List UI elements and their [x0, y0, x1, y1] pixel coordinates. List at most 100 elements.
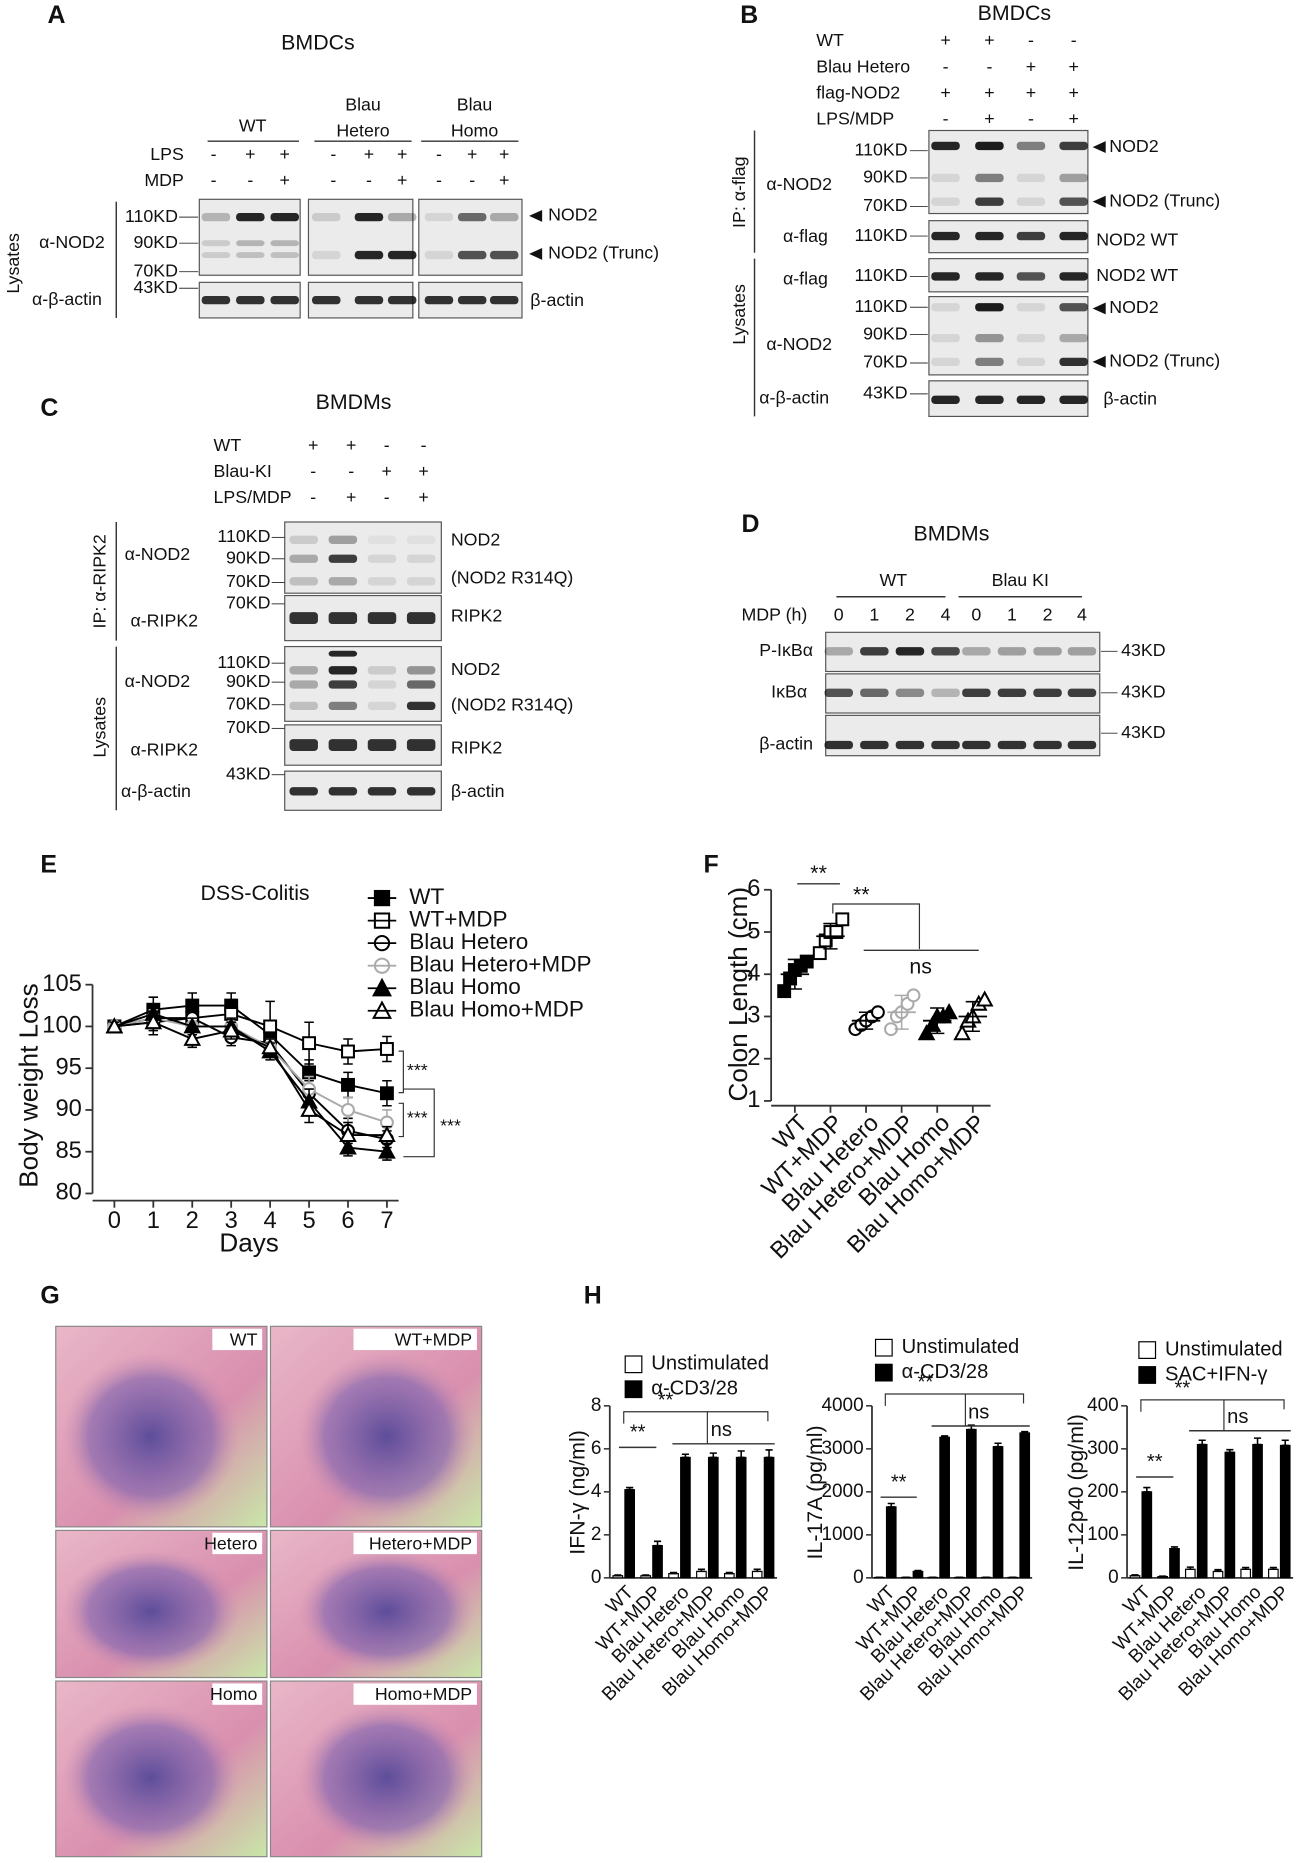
- legend-label: Blau Hetero: [409, 929, 528, 954]
- blot-band: [975, 197, 1004, 206]
- blot-band: [489, 250, 519, 260]
- annotation: ***: [407, 1060, 428, 1080]
- treatment-sign: +: [984, 30, 994, 50]
- y-tick-label: 2: [591, 1524, 602, 1545]
- blot-band: [328, 701, 358, 711]
- blot-band: [1067, 740, 1097, 750]
- label-box: [212, 1532, 263, 1555]
- y-tick-label: 2000: [821, 1481, 863, 1502]
- data-point: [923, 1015, 942, 1032]
- mw-marker: 70KD: [863, 352, 907, 372]
- treatment-sign: +: [940, 30, 950, 50]
- panel-label: G: [40, 1281, 59, 1309]
- blot-band: [1016, 197, 1046, 206]
- blot-band: [289, 680, 318, 689]
- time-point: 0: [834, 604, 844, 624]
- treatment-sign: +: [280, 144, 290, 164]
- mw-marker: 70KD: [226, 571, 270, 591]
- annotation: **: [1147, 1451, 1163, 1473]
- treatment-sign: -: [421, 435, 427, 455]
- band-label: NOD2 WT: [1096, 230, 1178, 250]
- error-bar: [697, 1568, 705, 1573]
- label-box: [212, 1683, 263, 1705]
- mw-marker: 70KD: [863, 195, 907, 215]
- annotation: ns: [968, 1401, 989, 1423]
- blot-band: [457, 250, 487, 260]
- annotation: ***: [440, 1116, 461, 1136]
- blot-band: [997, 688, 1027, 697]
- x-tick-label: 1: [147, 1208, 160, 1234]
- annotation: **: [891, 1471, 907, 1493]
- error-bar: [626, 1486, 634, 1491]
- blot-band: [975, 141, 1004, 151]
- blot-band: [1059, 395, 1088, 404]
- y-tick-label: 4000: [821, 1395, 863, 1416]
- blot-band: [1016, 272, 1046, 281]
- bracket: [623, 1411, 769, 1444]
- error-bar: [709, 1452, 717, 1459]
- blot-band: [895, 647, 925, 656]
- treatment-sign: +: [467, 144, 477, 164]
- blot-band: [1059, 197, 1088, 206]
- error-bar: [1198, 1439, 1206, 1446]
- group-label: Blau: [345, 94, 381, 114]
- y-tick-label: 85: [55, 1138, 81, 1164]
- mw-marker: 90KD: [226, 547, 270, 567]
- treatment-sign: +: [382, 461, 392, 481]
- data-point: [302, 1036, 317, 1051]
- y-tick-label: 6: [747, 876, 760, 902]
- image-label: Homo: [210, 1684, 258, 1704]
- treatment-label: LPS/MDP: [816, 109, 894, 129]
- blot-band: [824, 647, 853, 656]
- blot-band: [367, 739, 397, 751]
- blot-title: BMDMs: [316, 390, 392, 414]
- blot-band: [367, 666, 397, 675]
- treatment-label: Blau-KI: [214, 461, 272, 481]
- bar: [1268, 1568, 1279, 1579]
- panel-label: D: [741, 510, 759, 538]
- mw-marker: 43KD: [1121, 682, 1165, 702]
- y-tick-label: 80: [55, 1180, 81, 1206]
- error-bar: [1253, 1437, 1262, 1446]
- treatment-sign: -: [310, 487, 316, 507]
- side-label: Lysates: [3, 233, 23, 294]
- blot-band: [328, 554, 358, 563]
- blot: [825, 714, 1101, 757]
- band-label: NOD2: [548, 205, 597, 225]
- error-bar: [614, 1574, 622, 1577]
- blot-band: [289, 577, 318, 586]
- blot-band: [328, 787, 358, 796]
- treatment-sign: -: [943, 109, 949, 129]
- mw-marker: 43KD: [863, 383, 907, 403]
- mw-marker: 70KD: [226, 593, 270, 613]
- mw-marker: 110KD: [217, 526, 270, 546]
- panel-label: F: [704, 851, 719, 879]
- treatment-label: Blau Hetero: [816, 56, 910, 76]
- blot-band: [406, 577, 436, 586]
- treatment-sign: +: [499, 170, 509, 190]
- time-point: 2: [1043, 604, 1053, 624]
- time-point: 1: [1007, 604, 1017, 624]
- mw-marker: 90KD: [133, 232, 177, 252]
- blot-band: [328, 612, 358, 625]
- treatment-sign: +: [940, 82, 950, 102]
- treatment-sign: +: [346, 487, 356, 507]
- legend-label: Unstimulated: [1165, 1338, 1283, 1360]
- y-axis-label: Colon Length (cm): [723, 887, 753, 1102]
- band-label: β-actin: [451, 781, 505, 801]
- treatment-sign: +: [280, 170, 290, 190]
- treatment-sign: +: [397, 144, 407, 164]
- blot-band: [489, 295, 519, 305]
- annotation: ns: [711, 1419, 732, 1441]
- blot-band: [931, 231, 960, 241]
- error-bar: [914, 1569, 922, 1573]
- mw-marker: 90KD: [863, 323, 907, 343]
- antibody-label: α-RIPK2: [130, 740, 198, 760]
- band-label: β-actin: [1103, 389, 1157, 409]
- treatment-sign: -: [436, 144, 442, 164]
- y-tick-label: 5: [747, 918, 760, 944]
- figure-content: A B C D E F G H BMDCs WT Blau Hetero Blau Homo LPS - + + -…: [3, 1, 1293, 1858]
- side-label: IP: α-RIPK2: [90, 534, 110, 628]
- data-point: [105, 1017, 124, 1034]
- blot-band: [387, 295, 417, 305]
